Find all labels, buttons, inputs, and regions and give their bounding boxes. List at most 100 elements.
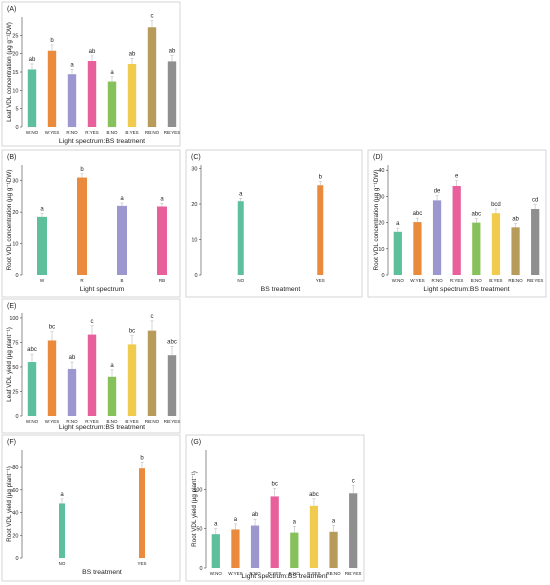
panel-d-y-tick-label: 0 bbox=[381, 273, 384, 279]
panel-b-significance-letter: a bbox=[120, 196, 124, 202]
panel-d-significance-letter: ab bbox=[512, 217, 519, 223]
panel-g-significance-letter: bc bbox=[272, 482, 278, 488]
panel-a-category-label: R:NO bbox=[66, 130, 78, 135]
panel-e-significance-letter: c bbox=[91, 319, 94, 325]
panel-d-category-label: B:YES bbox=[489, 278, 502, 283]
panel-f-y-tick-label: 80 bbox=[12, 465, 18, 471]
panel-d-y-tick-label: 10 bbox=[378, 247, 384, 253]
panel-c-category-label: NO bbox=[237, 278, 244, 283]
panel-c-y-tick-label: 30 bbox=[191, 167, 197, 173]
panel-e-bar bbox=[87, 334, 97, 416]
panel-f-label: (F) bbox=[7, 439, 16, 446]
panel-d-category-label: RB:NO bbox=[508, 278, 523, 283]
panel-e-y-tick-label: 100 bbox=[9, 316, 18, 322]
panel-d-category-label: W:NO bbox=[392, 278, 405, 283]
panel-g-bar bbox=[349, 493, 358, 568]
panel-e-category-label: R:YES bbox=[85, 419, 99, 424]
panel-b-significance-letter: a bbox=[40, 207, 44, 213]
panel-a-y-tick-label: 10 bbox=[12, 88, 18, 94]
panel-d-significance-letter: abc bbox=[413, 211, 423, 217]
panel-d-bar bbox=[491, 213, 501, 275]
panel-b-y-tick-label: 10 bbox=[12, 242, 18, 248]
panel-e-y-tick-label: 50 bbox=[12, 365, 18, 371]
panel-a-category-label: B:NO bbox=[106, 130, 118, 135]
panel-c-y-tick-label: 0 bbox=[194, 273, 197, 279]
panel-f-border bbox=[1, 434, 181, 582]
panel-b-category-label: R bbox=[80, 278, 84, 283]
panel-e-y-tick-label: 75 bbox=[12, 340, 18, 346]
panel-g-significance-letter: ab bbox=[252, 512, 259, 518]
panel-e-border bbox=[1, 298, 181, 434]
panel-a-bar bbox=[87, 61, 97, 127]
panel-e-significance-letter: abc bbox=[27, 347, 37, 353]
panel-g-category-label: W:NO bbox=[210, 571, 223, 576]
panel-a-significance-letter: b bbox=[50, 38, 54, 44]
panel-c-bar bbox=[317, 185, 324, 275]
panel-e-category-label: RB:NO bbox=[145, 419, 160, 424]
panel-d-bar bbox=[511, 227, 520, 275]
panel-g-x-axis-title: Light spectrum:BS treatment bbox=[241, 573, 327, 580]
panel-a-category-label: RB:YES bbox=[164, 130, 181, 135]
panel-d-y-tick-label: 30 bbox=[378, 194, 384, 200]
panel-e-category-label: W:NO bbox=[26, 419, 39, 424]
panel-d-significance-letter: abc bbox=[471, 212, 481, 218]
panel-g-category-label: RB:NO bbox=[326, 571, 341, 576]
panel-b-x-axis-title: Light spectrum bbox=[80, 286, 125, 293]
panel-g-bar bbox=[329, 531, 338, 568]
panel-g-category-label: B:NO bbox=[289, 571, 301, 576]
panel-a-y-tick-label: 25 bbox=[12, 33, 18, 39]
panel-e-category-label: RB:YES bbox=[164, 419, 181, 424]
panel-d-bar bbox=[472, 222, 481, 275]
panel-a-category-label: W:YES bbox=[45, 130, 59, 135]
panel-d-category-label: RB:YES bbox=[527, 278, 544, 283]
panel-d-bar bbox=[393, 231, 402, 275]
panel-b-bar bbox=[157, 206, 167, 275]
panel-a-y-tick-label: 5 bbox=[15, 107, 18, 113]
panel-g-significance-letter: abc bbox=[309, 492, 319, 498]
panel-f-significance-letter: a bbox=[60, 492, 64, 498]
panel-d-bar bbox=[413, 222, 422, 275]
panel-a-significance-letter: ab bbox=[129, 51, 136, 57]
panel-a-bar bbox=[147, 27, 157, 128]
panel-c-bar bbox=[237, 201, 244, 275]
panel-d-category-label: R:YES bbox=[450, 278, 464, 283]
panel-a-y-axis-title: Leaf VDL concentration (µg g⁻¹DW) bbox=[6, 22, 13, 122]
panel-a-significance-letter: a bbox=[70, 62, 74, 68]
panel-a-bar bbox=[127, 63, 137, 127]
panel-d-bar bbox=[452, 185, 461, 275]
panel-b-category-label: B bbox=[120, 278, 123, 283]
panel-e-category-label: W:YES bbox=[45, 419, 59, 424]
panel-a-significance-letter: ab bbox=[29, 57, 36, 63]
panel-a-bar bbox=[107, 81, 117, 127]
panel-e-bar bbox=[147, 330, 157, 416]
panel-g-category-label: R:NO bbox=[249, 571, 261, 576]
panel-b-significance-letter: a bbox=[160, 196, 164, 202]
panel-a-category-label: R:YES bbox=[85, 130, 99, 135]
panel-d-y-axis-title: Root VDL concentration (µg g⁻¹DW) bbox=[373, 170, 380, 271]
panel-c-x-axis-title: BS treatment bbox=[261, 286, 301, 293]
panel-e-bar bbox=[27, 362, 37, 416]
panel-c-significance-letter: b bbox=[319, 175, 323, 181]
panel-a-bar bbox=[167, 61, 177, 127]
panel-g-label: (G) bbox=[191, 439, 201, 446]
panel-d-significance-letter: cd bbox=[532, 198, 538, 204]
panel-g-category-label: R:YES bbox=[268, 571, 282, 576]
panel-g-y-axis-title: Root VDL yield (µg plant⁻¹) bbox=[191, 471, 198, 547]
panel-f-bar bbox=[139, 468, 145, 558]
panel-a-y-tick-label: 20 bbox=[12, 52, 18, 58]
panel-a-y-tick-label: 15 bbox=[12, 70, 18, 76]
panel-f-y-axis-title: Root VDL yield (µg plant⁻¹) bbox=[6, 466, 13, 542]
panel-a-bar bbox=[67, 74, 77, 127]
panel-f-y-tick-label: 0 bbox=[15, 556, 18, 562]
panel-e-bar bbox=[127, 344, 137, 416]
panel-c-category-label: YES bbox=[316, 278, 325, 283]
panel-d-category-label: B:NO bbox=[471, 278, 483, 283]
panel-d-label: (D) bbox=[373, 154, 383, 161]
panel-g-category-label: RB:YES bbox=[345, 571, 362, 576]
panel-e-y-tick-label: 25 bbox=[12, 389, 18, 395]
panel-b-bar bbox=[117, 205, 127, 275]
panel-g-bar bbox=[250, 525, 260, 568]
panel-e-bar bbox=[167, 355, 177, 416]
panel-g-significance-letter: a bbox=[234, 517, 238, 523]
